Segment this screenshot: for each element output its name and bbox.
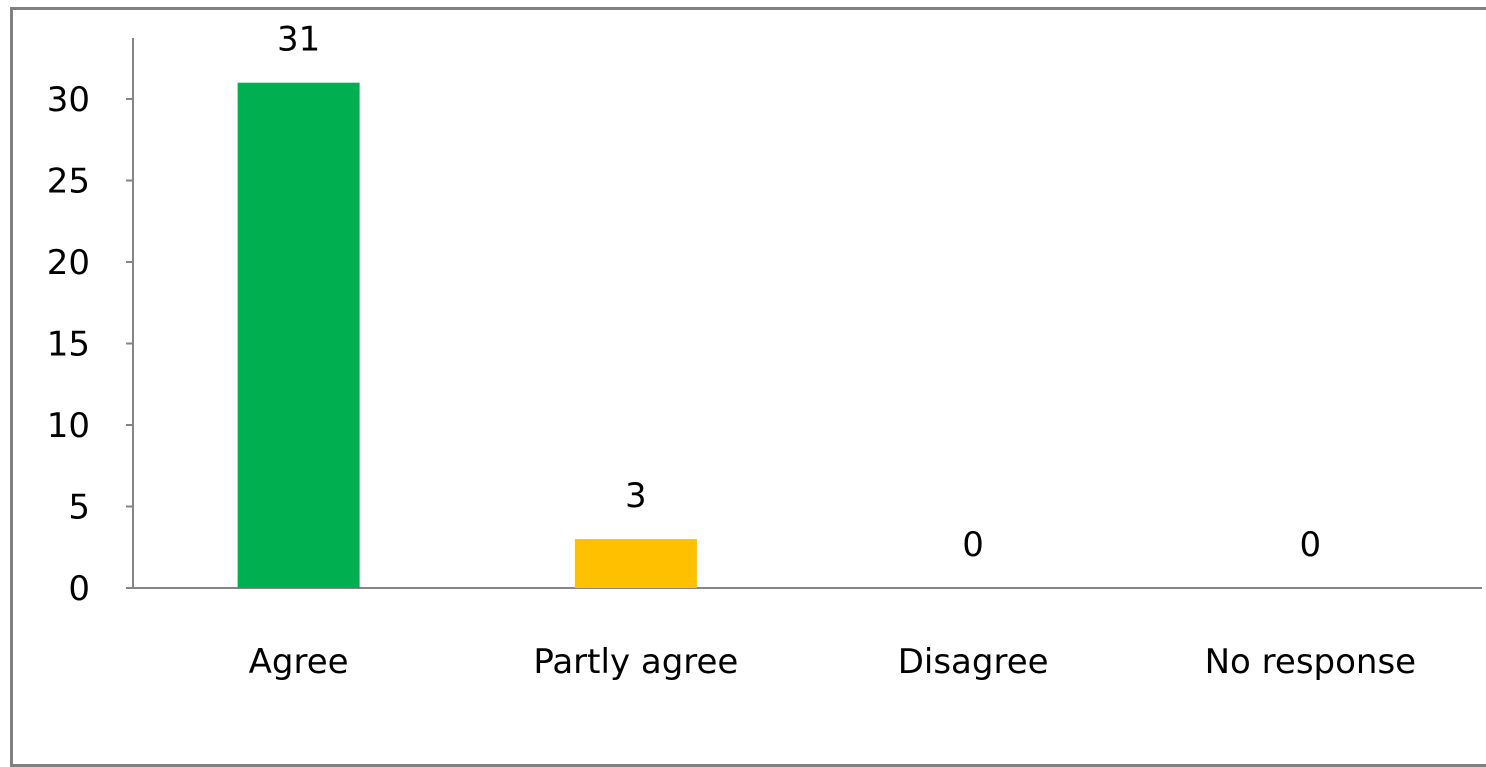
category-label: Partly agree [533, 642, 738, 682]
data-label: 0 [1300, 525, 1322, 565]
y-tick-label: 20 [47, 243, 90, 283]
bar [237, 82, 360, 588]
data-label: 0 [962, 525, 984, 565]
category-label: No response [1205, 642, 1416, 682]
data-labels: 31 3 0 0 [277, 20, 1321, 565]
y-tick-label: 5 [68, 488, 90, 528]
y-tick-label: 25 [47, 162, 90, 202]
y-tick-label: 10 [47, 406, 90, 446]
category-label: Agree [249, 642, 349, 682]
y-tick-label: 30 [47, 80, 90, 120]
category-labels: Agree Partly agree Disagree No response [249, 642, 1416, 682]
y-tick-label: 15 [47, 325, 90, 365]
category-label: Disagree [898, 642, 1049, 682]
data-label: 31 [277, 20, 320, 60]
data-label: 3 [625, 476, 647, 516]
bar [574, 539, 697, 588]
bars [237, 82, 697, 588]
y-tick-label: 0 [68, 569, 90, 609]
